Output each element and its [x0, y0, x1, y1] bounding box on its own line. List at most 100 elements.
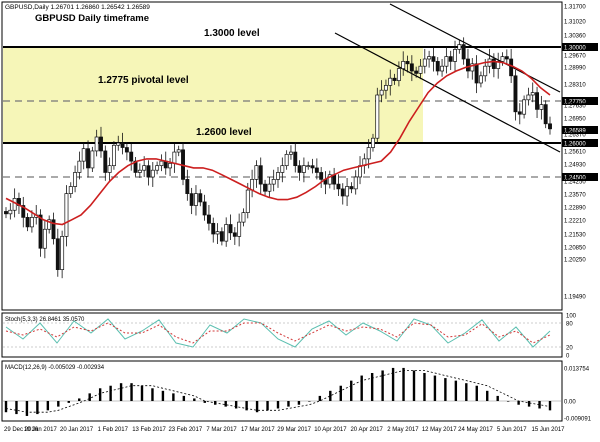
- macd-bar: [339, 385, 342, 401]
- stoch-signal-line: [5, 322, 551, 344]
- price-tick-label: 1.30360: [564, 34, 586, 40]
- candle: [327, 170, 332, 189]
- macd-tick-label: 0.013754: [564, 367, 590, 373]
- candle: [211, 217, 216, 243]
- price-tick-label: 1.31700: [564, 5, 586, 11]
- macd-bar: [350, 380, 353, 401]
- candle: [427, 50, 432, 68]
- candle: [198, 189, 203, 207]
- candle: [168, 157, 173, 177]
- candle: [418, 59, 423, 80]
- candle: [526, 87, 531, 106]
- candle: [500, 52, 505, 66]
- candle: [409, 55, 414, 82]
- candle: [457, 40, 462, 54]
- macd-bar: [140, 385, 144, 401]
- candle: [504, 49, 509, 65]
- price-tick-box: [562, 139, 598, 147]
- candle: [64, 185, 69, 247]
- price-tick-label: 1.26370: [564, 133, 586, 139]
- date-tick-label: 29 Mar 2017: [277, 427, 311, 433]
- macd-label: MACD(12,26,9) -0.005029 -0.002934: [5, 365, 105, 371]
- candle: [513, 70, 518, 121]
- date-tick-label: 12 May 2017: [422, 427, 457, 433]
- candle: [237, 213, 242, 247]
- candle: [444, 46, 449, 74]
- candle: [163, 151, 168, 175]
- candle: [68, 182, 73, 198]
- macd-bar: [203, 401, 206, 403]
- date-tick-label: 2 May 2017: [387, 427, 419, 433]
- price-panel-frame: [1, 1, 563, 311]
- date-tick-label: 29 Dec 2016: [4, 427, 39, 433]
- candle: [470, 58, 475, 80]
- candle: [375, 87, 380, 144]
- candle: [77, 151, 82, 180]
- candle: [107, 157, 112, 183]
- macd-bar: [25, 401, 29, 416]
- candle: [21, 196, 26, 228]
- candle: [310, 158, 315, 174]
- macd-bar: [161, 390, 165, 401]
- price-tick-label: 1.24250: [564, 180, 586, 186]
- price-tick-label: 1.20250: [564, 258, 586, 264]
- price-tick-label: 1.19490: [564, 295, 586, 301]
- date-tick-label: 13 Feb 2017: [132, 427, 166, 433]
- macd-bar: [98, 388, 102, 401]
- price-tick-label: 1.21530: [564, 233, 586, 239]
- candle: [86, 140, 90, 178]
- candle: [194, 185, 198, 216]
- price-tick-label: 1.27750: [564, 100, 586, 106]
- candle: [81, 143, 86, 170]
- candle: [181, 143, 185, 186]
- candle: [435, 57, 440, 76]
- price-tick-label: 1.23570: [564, 193, 586, 199]
- pivot-zone: [3, 47, 423, 143]
- candle: [224, 217, 229, 247]
- candle: [319, 167, 324, 188]
- price-tick-label: 1.28990: [564, 66, 586, 72]
- candle: [474, 55, 479, 94]
- candle: [539, 95, 544, 120]
- macd-bar: [538, 401, 541, 409]
- macd-bar: [193, 398, 196, 401]
- macd-bar: [4, 401, 8, 413]
- stoch-label: Stoch(5,3,3) 26.8461 35.0570: [5, 317, 85, 323]
- price-tick-label: 1.30000: [564, 46, 586, 52]
- candle: [271, 169, 276, 192]
- macd-bar: [276, 401, 280, 409]
- candle: [301, 157, 306, 183]
- candle: [478, 71, 483, 88]
- date-tick-label: 5 Jun 2017: [497, 427, 527, 433]
- macd-bar: [172, 393, 175, 401]
- macd-bar: [506, 401, 510, 402]
- candle: [401, 51, 406, 76]
- candle: [99, 126, 103, 158]
- price-tick-box: [562, 173, 598, 181]
- price-tick-label: 1.22210: [564, 219, 586, 225]
- macd-bar: [318, 395, 322, 401]
- candle: [250, 169, 255, 198]
- macd-bar: [88, 393, 91, 401]
- macd-bar: [391, 367, 395, 401]
- candle: [371, 133, 375, 152]
- price-tick-label: 1.27630: [564, 104, 586, 110]
- candle: [349, 182, 354, 194]
- macd-bar: [297, 401, 301, 405]
- candle: [55, 228, 60, 277]
- candle: [267, 177, 272, 197]
- stoch-tick-label: 100: [566, 314, 577, 320]
- candle: [254, 160, 259, 188]
- macd-bar: [308, 401, 311, 402]
- candle: [172, 143, 177, 173]
- candle: [219, 227, 224, 246]
- macd-bar: [57, 401, 60, 407]
- candle: [241, 208, 246, 227]
- candle: [392, 73, 397, 85]
- date-tick-label: 10 Jan 2017: [24, 427, 58, 433]
- candle: [47, 215, 52, 234]
- candle: [202, 194, 207, 221]
- macd-bar: [381, 370, 384, 401]
- macd-bar: [402, 367, 405, 401]
- macd-bar: [329, 390, 332, 401]
